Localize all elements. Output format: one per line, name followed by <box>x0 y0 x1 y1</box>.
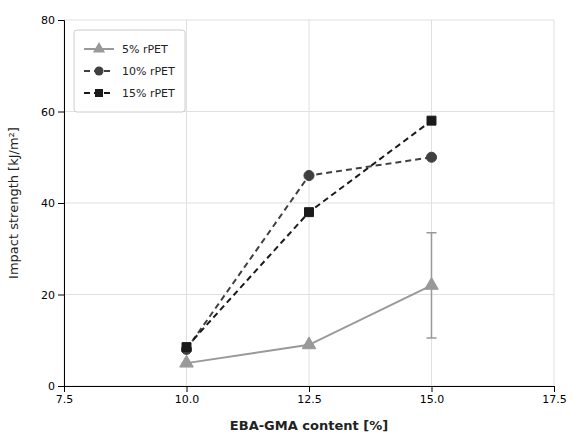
legend-item: 10% rPET <box>84 65 175 78</box>
legend-swatch-marker <box>93 42 105 53</box>
x-axis-line <box>65 387 555 393</box>
data-point <box>304 171 314 181</box>
y-tick: 0 <box>48 380 64 393</box>
legend-box <box>74 30 185 112</box>
y-tick: 80 <box>41 14 64 27</box>
y-tick-mark <box>58 295 64 296</box>
y-tick-label: 40 <box>41 197 55 210</box>
grid <box>64 20 554 386</box>
x-tick-mark <box>187 386 188 392</box>
y-tick-mark <box>58 203 64 204</box>
y-axis: 0 20 40 60 80 <box>41 14 65 393</box>
y-grid-line <box>64 294 554 295</box>
data-point <box>180 355 194 367</box>
data-area <box>180 116 439 367</box>
x-tick-label: 15.0 <box>420 393 445 406</box>
y-tick-label: 0 <box>48 380 55 393</box>
x-tick: 15.0 <box>420 386 445 406</box>
x-tick-label: 17.5 <box>542 393 567 406</box>
y-grid-line <box>64 203 554 204</box>
legend-swatch-marker <box>94 66 103 75</box>
y-grid-line <box>64 20 554 21</box>
x-axis: 7.5 10.0 12.5 15.0 17.5 <box>56 386 567 406</box>
chart: 7.5 10.0 12.5 15.0 17.5 0 20 40 60 80 EBA-GMA cont… <box>0 0 578 442</box>
series <box>180 233 439 367</box>
data-point <box>427 116 436 125</box>
y-tick-mark <box>58 20 64 21</box>
y-tick: 60 <box>41 106 64 119</box>
legend-label: 15% rPET <box>122 87 175 100</box>
y-tick: 40 <box>41 197 64 210</box>
legend-label: 5% rPET <box>122 43 168 56</box>
legend: 5% rPET 10% rPET 15% rPET <box>74 30 185 112</box>
y-tick-label: 80 <box>41 14 55 27</box>
y-tick-label: 60 <box>41 106 55 119</box>
legend-label: 10% rPET <box>122 65 175 78</box>
y-tick-mark <box>58 112 64 113</box>
x-tick: 12.5 <box>297 386 322 406</box>
data-point <box>302 337 316 349</box>
series-line <box>187 121 432 347</box>
data-point <box>305 208 314 217</box>
plot: 7.5 10.0 12.5 15.0 17.5 0 20 40 60 80 EBA-GMA cont… <box>6 14 567 433</box>
data-point <box>426 152 436 162</box>
series <box>182 116 436 351</box>
x-axis-title: EBA-GMA content [%] <box>230 418 388 433</box>
y-tick-mark <box>58 386 64 387</box>
x-tick-mark <box>432 386 433 392</box>
x-tick-label: 10.0 <box>175 393 200 406</box>
y-axis-line <box>58 21 65 387</box>
y-tick: 20 <box>41 289 64 302</box>
legend-item: 15% rPET <box>84 87 175 100</box>
series-line <box>187 157 432 349</box>
y-axis-title: Impact strength [kJ/m²] <box>6 127 21 279</box>
x-tick: 10.0 <box>175 386 200 406</box>
x-tick-label: 7.5 <box>56 393 74 406</box>
x-tick: 17.5 <box>542 386 567 406</box>
data-point <box>182 343 191 352</box>
series <box>181 152 436 354</box>
data-point <box>425 278 439 290</box>
y-tick-label: 20 <box>41 289 55 302</box>
x-tick: 7.5 <box>56 386 74 406</box>
legend-item: 5% rPET <box>84 42 168 56</box>
x-tick-mark <box>309 386 310 392</box>
x-tick-mark <box>554 386 555 392</box>
x-tick-label: 12.5 <box>297 393 322 406</box>
legend-swatch-marker <box>95 89 103 97</box>
